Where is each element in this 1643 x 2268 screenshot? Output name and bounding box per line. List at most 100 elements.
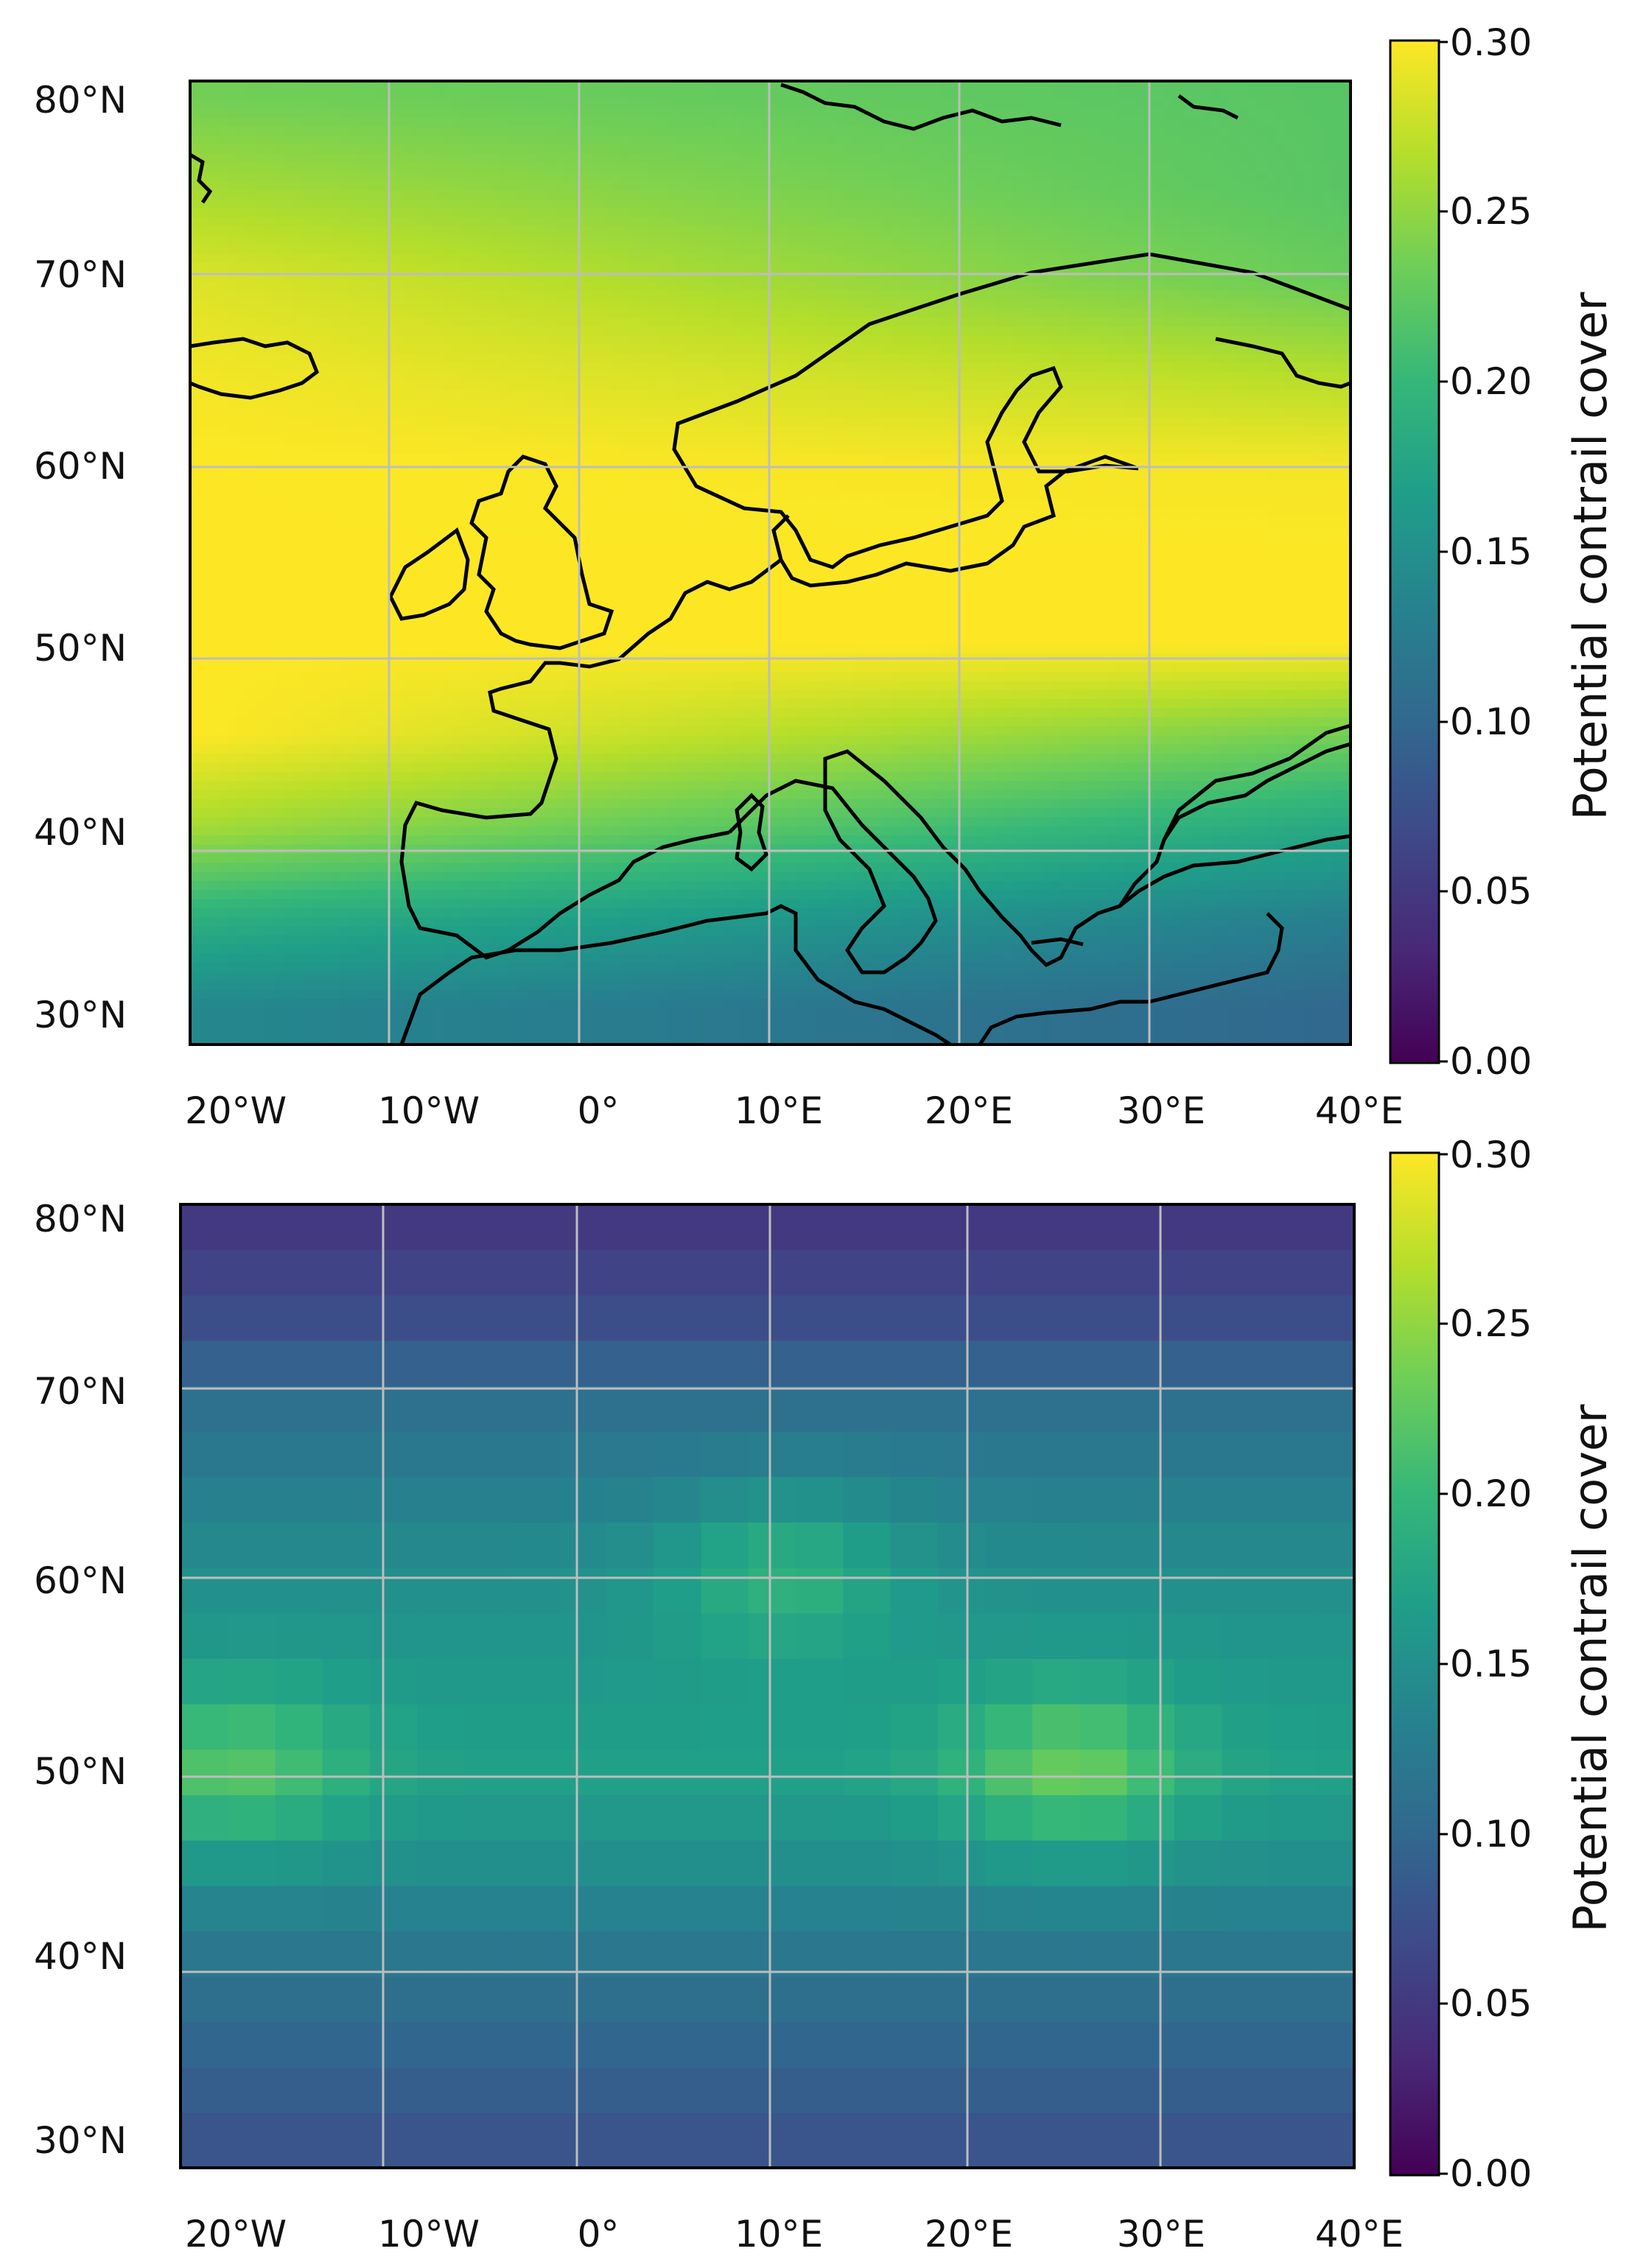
field-cell [1088,362,1099,373]
field-cell [1079,217,1090,228]
field-cell [1135,281,1146,291]
field-cell [714,317,724,328]
field-cell [929,308,940,318]
field-cell [1069,208,1080,219]
field-cell [770,417,781,427]
field-cell [611,199,622,209]
field-cell [340,444,350,454]
field-cell [517,117,528,127]
field-cell [237,408,248,418]
field-cell [274,199,285,209]
field-cell [1069,117,1080,127]
field-cell [601,117,612,127]
field-cell [265,208,276,219]
field-cell [340,417,350,427]
field-cell [891,344,903,355]
field-cell [1228,235,1239,246]
field-cell [292,117,304,127]
field-cell [1256,117,1267,127]
field-cell [461,362,472,373]
field-cell [658,235,668,246]
field-cell [780,426,790,437]
field-cell [995,289,1006,301]
field-cell [1051,399,1062,410]
field-cell [218,362,228,373]
field-cell [1032,281,1043,291]
field-cell [1247,208,1258,219]
field-cell [891,126,903,137]
field-cell [227,117,238,127]
field-cell [967,390,977,400]
field-cell [947,426,959,437]
field-cell [1051,235,1062,246]
field-cell [1182,371,1193,382]
field-cell [1200,381,1211,391]
field-cell [1163,371,1174,382]
field-cell [620,335,631,345]
field-cell [929,180,940,192]
field-cell [863,408,875,418]
field-cell [788,281,799,291]
field-cell [1172,126,1183,137]
field-cell [583,153,594,164]
field-cell [1154,381,1164,391]
field-cell [536,426,547,437]
field-cell [499,390,509,400]
field-cell [911,217,921,228]
field-cell [1266,136,1277,146]
field-cell [1013,235,1024,246]
field-cell [1219,326,1230,337]
field-cell [536,235,547,246]
field-cell [714,335,724,345]
field-cell [1294,117,1305,127]
field-cell [396,444,407,454]
field-cell [1126,126,1136,137]
field-cell [471,335,481,345]
field-cell [658,317,668,328]
field-cell [817,163,827,173]
field-cell [873,381,883,391]
field-cell [471,153,481,164]
field-cell [939,217,949,228]
field-cell [1060,226,1071,236]
field-cell [583,354,594,364]
field-cell [424,126,435,137]
field-cell [611,172,622,182]
field-cell [742,235,753,246]
field-cell [1210,144,1221,155]
field-cell [320,281,332,291]
field-cell [1182,108,1193,119]
field-cell [1032,163,1043,173]
field-cell [1228,426,1239,437]
field-cell [583,144,594,155]
field-cell [237,199,248,209]
field-cell [564,81,575,91]
field-cell [1331,399,1342,410]
field-cell [611,289,622,301]
field-cell [939,163,949,173]
field-cell [911,390,921,400]
field-cell [237,326,248,337]
field-cell [405,226,416,236]
field-cell [901,317,912,328]
field-cell [527,90,537,100]
field-cell [1275,408,1286,418]
field-cell [302,126,313,137]
field-cell [330,326,341,337]
field-cell [508,371,519,382]
field-cell [218,208,228,219]
field-cell [555,390,566,400]
field-cell [246,208,256,219]
field-cell [368,217,379,228]
field-cell [237,262,248,273]
field-cell [190,226,200,236]
field-cell [826,281,837,291]
field-cell [1294,390,1305,400]
field-cell [405,444,416,454]
field-cell [358,144,369,155]
field-cell [1331,253,1342,264]
field-cell [358,153,369,164]
field-cell [517,354,528,364]
field-cell [527,289,537,301]
field-cell [919,217,931,228]
